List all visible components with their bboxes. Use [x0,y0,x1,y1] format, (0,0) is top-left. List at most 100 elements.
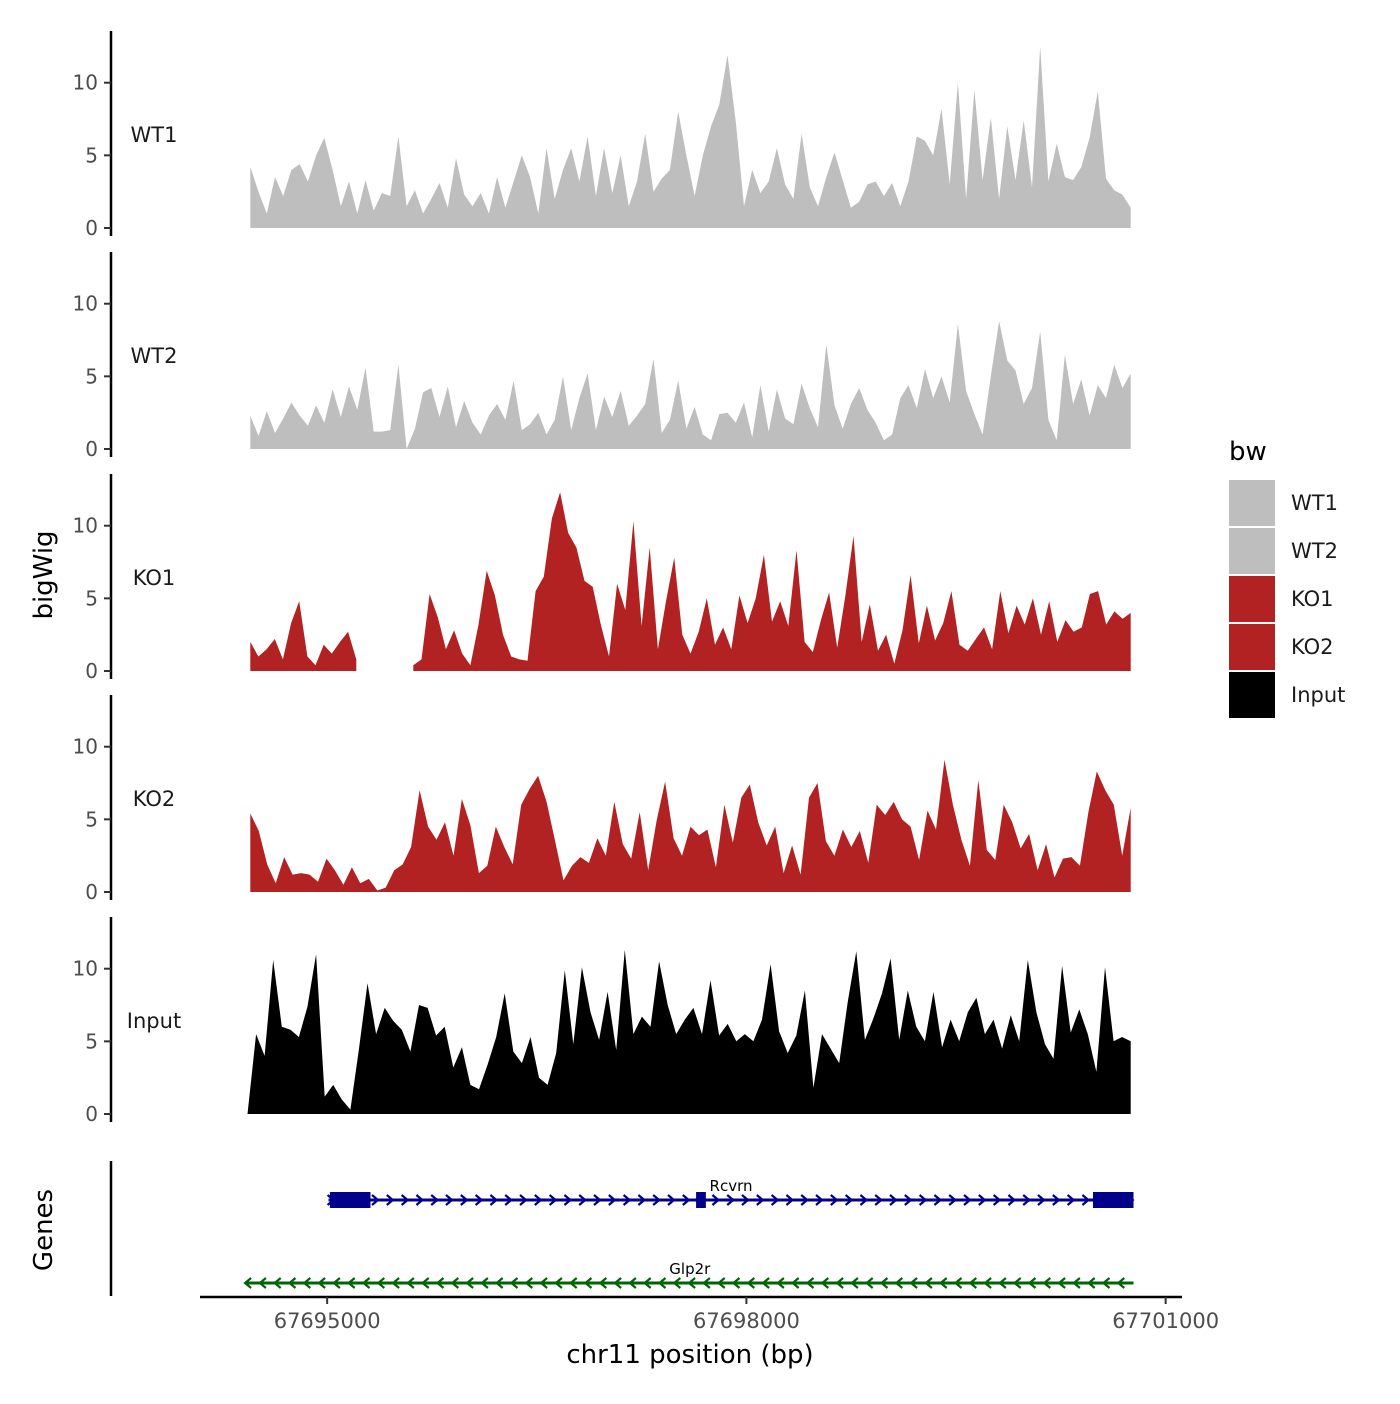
legend-swatch [1229,672,1275,718]
strand-arrow [554,1277,563,1289]
strand-arrow [948,1194,957,1206]
gene-models: Rcvrn Glp2r [243,1177,1135,1289]
x-tick-label: 67698000 [693,1309,800,1333]
strand-arrow [460,1194,469,1206]
strand-arrow [1027,1277,1037,1289]
strand-arrow [830,1194,839,1206]
strand-arrow [608,1194,617,1206]
strand-arrow [859,1194,869,1206]
strand-arrow [524,1277,534,1289]
legend-item-ko2: KO2 [1229,624,1334,670]
strand-arrow [657,1277,667,1289]
strand-arrow [578,1194,587,1206]
genes-panel: Genes Rcvrn Glp2r [29,1161,1135,1296]
strand-arrow [687,1277,696,1289]
strand-arrow [968,1277,978,1289]
y-tick-label: 10 [73,292,98,316]
area-ko1 [413,492,1131,671]
strand-arrow [494,1277,504,1289]
area-wt1 [250,46,1131,229]
track-label: KO1 [133,566,176,590]
track-label: WT2 [131,344,178,368]
strand-arrow [548,1194,558,1206]
strand-arrow [815,1194,824,1206]
strand-arrow [756,1194,765,1206]
strand-arrow [711,1194,721,1206]
strand-arrow [480,1277,489,1289]
strand-arrow [924,1277,933,1289]
legend-swatch [1229,576,1275,622]
strand-arrow [400,1194,410,1206]
strand-arrow [835,1277,844,1289]
legend-label: WT1 [1291,491,1338,515]
strand-arrow [534,1194,543,1206]
y-tick-label: 10 [73,71,98,95]
strand-arrow [953,1277,963,1289]
legend-item-wt1: WT1 [1229,480,1338,526]
y-tick-label: 10 [73,957,98,981]
strand-arrow [415,1194,425,1206]
legend-swatch [1229,528,1275,574]
strand-arrow [716,1277,726,1289]
strand-arrow [376,1277,386,1289]
gene-rcvrn: Rcvrn [326,1177,1135,1208]
strand-arrow [1037,1194,1046,1206]
strand-arrow [371,1194,380,1206]
strand-arrow [465,1277,474,1289]
strand-arrow [622,1194,632,1206]
strand-arrow [302,1277,312,1289]
legend-item-input: Input [1229,672,1345,718]
y-tick-label: 0 [85,216,98,240]
strand-arrow [1052,1194,1061,1206]
y-tick-label: 0 [85,659,98,683]
genes-panel-label: Genes [29,1189,59,1271]
strand-arrow [978,1194,987,1206]
strand-arrow [568,1277,578,1289]
strand-arrow [489,1194,499,1206]
strand-arrow [790,1277,800,1289]
strand-arrow [1086,1277,1096,1289]
y-tick-label: 5 [85,807,98,831]
strand-arrow [682,1194,691,1206]
strand-arrow [800,1194,809,1206]
y-tick-label: 10 [73,735,98,759]
strand-arrow [731,1277,741,1289]
strand-arrow [435,1277,445,1289]
strand-arrow [785,1194,795,1206]
strand-arrow [445,1194,454,1206]
strand-arrow [430,1194,439,1206]
strand-arrow [702,1277,711,1289]
y-tick-label: 0 [85,1102,98,1126]
gene-glp2r: Glp2r [243,1260,1134,1289]
strand-arrow [850,1277,859,1289]
strand-arrow [346,1277,356,1289]
strand-arrow [1101,1277,1111,1289]
strand-arrow [386,1194,395,1206]
legend-swatch [1229,480,1275,526]
track-wt2: 0 5 10 WT2 [73,252,1131,461]
strand-arrow [361,1277,371,1289]
strand-arrow [593,1194,602,1206]
strand-arrow [992,1194,1002,1206]
strand-arrow [938,1277,948,1289]
strand-arrow [963,1194,972,1206]
area-wt2 [250,321,1131,449]
strand-arrow [933,1194,943,1206]
strand-arrow [1022,1194,1031,1206]
strand-arrow [998,1277,1007,1289]
legend-item-ko1: KO1 [1229,576,1334,622]
y-tick-label: 5 [85,586,98,610]
y-axis-title: bigWig [29,530,59,619]
strand-arrow [770,1194,780,1206]
strand-arrow [539,1277,548,1289]
strand-arrow [667,1194,676,1206]
legend-swatch [1229,624,1275,670]
strand-arrow [450,1277,460,1289]
strand-arrow [504,1194,513,1206]
strand-arrow [741,1194,750,1206]
strand-arrow [746,1277,756,1289]
strand-arrow [1072,1277,1081,1289]
y-tick-label: 10 [73,514,98,538]
strand-arrow [391,1277,400,1289]
